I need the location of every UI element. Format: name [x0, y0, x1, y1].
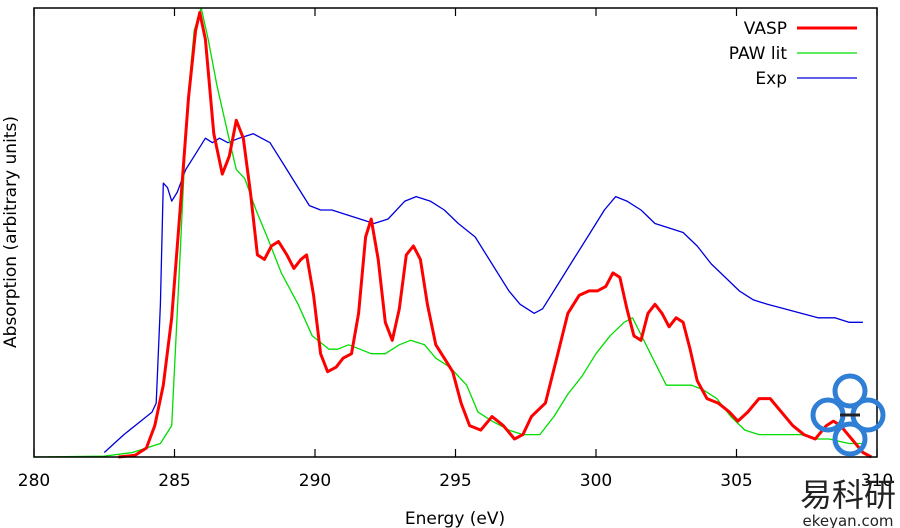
- series-line-vasp: [118, 11, 873, 459]
- watermark-brand-url: ekeyan.com: [803, 512, 894, 528]
- legend-label-exp: Exp: [755, 69, 787, 89]
- legend: VASP PAW lit Exp: [729, 19, 857, 89]
- x-tick-label: 290: [299, 471, 331, 491]
- x-tick-label: 305: [720, 471, 752, 491]
- series-line-paw-lit: [33, 7, 863, 458]
- logo-ring-top: [832, 373, 868, 409]
- x-tick-label: 285: [158, 471, 190, 491]
- y-axis-label: Absorption (arbitrary units): [1, 116, 21, 348]
- x-axis-ticks: 280 285 290 295 300 305 310: [18, 8, 893, 491]
- legend-label-paw-lit: PAW lit: [729, 44, 788, 64]
- plot-area: [33, 7, 873, 459]
- x-tick-label: 280: [18, 471, 50, 491]
- x-axis-label: Energy (eV): [405, 509, 505, 528]
- legend-label-vasp: VASP: [744, 19, 787, 39]
- watermark-brand-cn: 易科研: [800, 476, 896, 514]
- x-tick-label: 310: [861, 471, 893, 491]
- x-tick-label: 295: [439, 471, 471, 491]
- logo-ring-bottom: [832, 421, 868, 457]
- watermark-logo: [810, 373, 886, 457]
- series-line-exp: [103, 133, 863, 453]
- x-tick-label: 300: [580, 471, 612, 491]
